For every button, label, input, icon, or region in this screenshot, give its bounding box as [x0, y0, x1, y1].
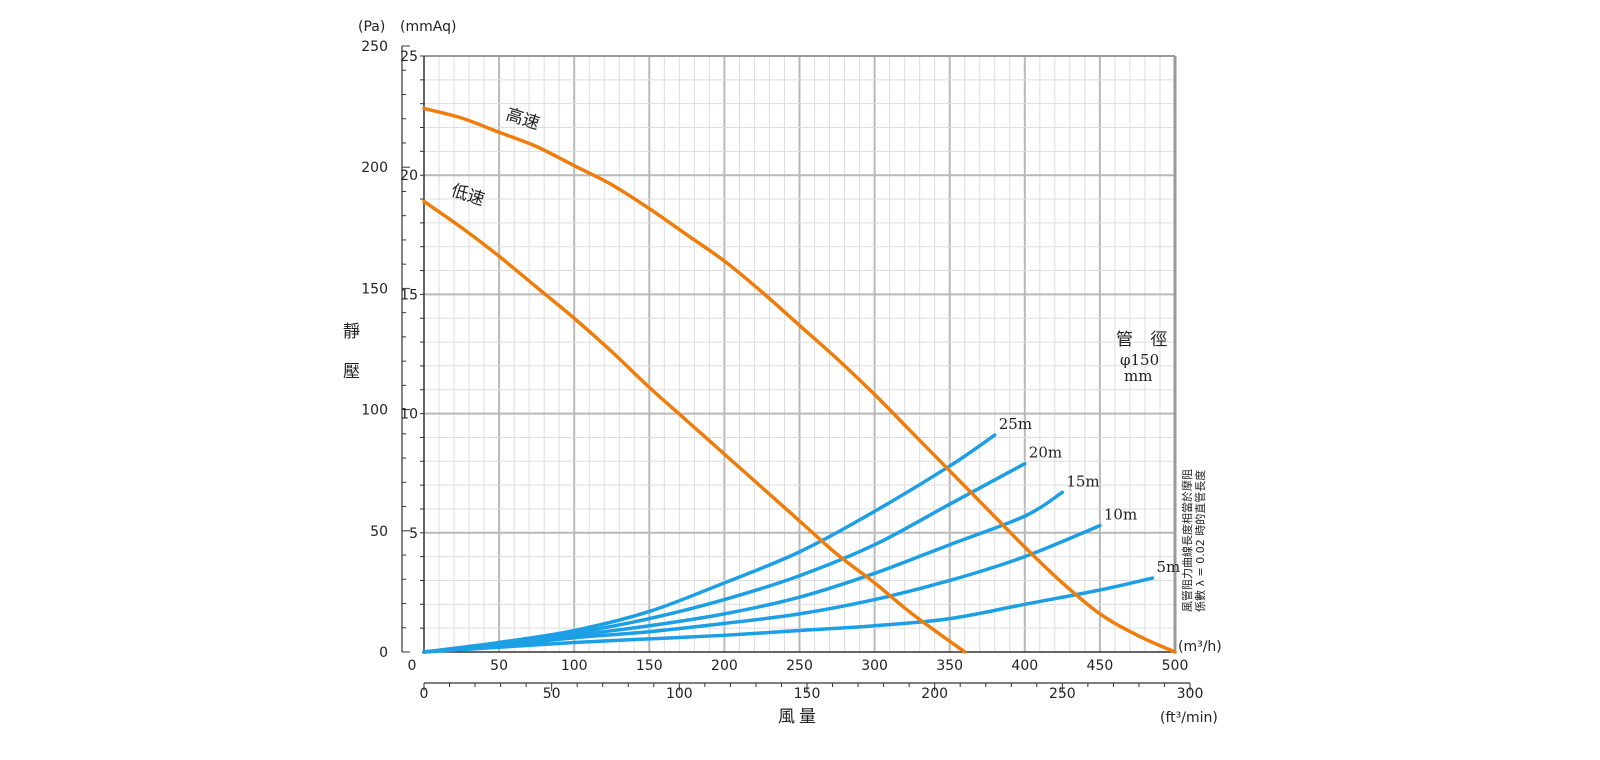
x-tick-ft3min: 0 [420, 686, 429, 702]
y-tick-pa: 50 [370, 524, 388, 540]
y-tick-pa: 0 [379, 645, 388, 661]
pipe-label: 管 徑 [1116, 330, 1173, 350]
x-tick-ft3min: 100 [666, 686, 693, 702]
y-axis-label-char-1: 靜 [343, 322, 360, 342]
duct-label-20m: 20m [1029, 444, 1062, 462]
x-axis-label: 風量 [778, 707, 820, 727]
x-tick-ft3min: 50 [543, 686, 561, 702]
side-note-line-1: 風管阻力曲線長度相當於摩阻 [1180, 469, 1194, 612]
x-tick-ft3min: 250 [1049, 686, 1076, 702]
x-tick-ft3min: 200 [921, 686, 948, 702]
x-tick-ft3min: 150 [794, 686, 821, 702]
x-tick-ft3min: 300 [1177, 686, 1204, 702]
duct-label-5m: 5m [1156, 558, 1180, 576]
y-tick-mmaq: 10 [400, 407, 418, 423]
y-tick-mmaq: 25 [400, 49, 418, 65]
duct-label-10m: 10m [1104, 506, 1137, 524]
x-tick-m3h: 250 [786, 658, 813, 674]
x-unit-ft3min: (ft³/min) [1160, 710, 1218, 726]
x-tick-m3h: 400 [1011, 658, 1038, 674]
x-tick-m3h: 450 [1087, 658, 1114, 674]
x-unit-m3h: (m³/h) [1178, 639, 1222, 655]
x-tick-m3h: 300 [861, 658, 888, 674]
x-tick-m3h: 500 [1162, 658, 1189, 674]
pipe-size: φ150 [1120, 351, 1159, 369]
x-tick-m3h: 350 [936, 658, 963, 674]
y-tick-pa: 100 [361, 403, 388, 419]
duct-label-25m: 25m [999, 415, 1032, 433]
x-tick-m3h: 50 [490, 658, 508, 674]
grid [424, 56, 1175, 652]
duct-curve-5m [422, 576, 1155, 654]
y-tick-pa: 250 [361, 39, 388, 55]
duct-label-15m: 15m [1066, 472, 1099, 490]
y-tick-mmaq: 15 [400, 287, 418, 303]
fan-label-high: 高速 [503, 105, 542, 135]
x-tick-m3h: 200 [711, 658, 738, 674]
y-unit-mmaq: (mmAq) [400, 19, 456, 35]
y-unit-pa: (Pa) [358, 19, 385, 35]
side-note-line-2: 係數 λ = 0.02 時的直管長度 [1193, 470, 1207, 612]
fan-curve-high [422, 106, 1177, 654]
y-tick-mmaq: 20 [400, 168, 418, 184]
x-tick-m3h: 150 [636, 658, 663, 674]
y-axis-label-char-2: 壓 [343, 362, 360, 382]
y-tick-mmaq: 5 [409, 526, 418, 542]
x-tick-m3h: 0 [408, 658, 417, 674]
fan-curve-low [422, 199, 967, 654]
pipe-unit: mm [1124, 367, 1152, 385]
y-tick-pa: 150 [361, 281, 388, 297]
x-tick-m3h: 100 [561, 658, 588, 674]
y-tick-pa: 200 [361, 160, 388, 176]
duct-curve-10m [422, 523, 1102, 654]
side-note: 風管阻力曲線長度相當於摩阻 係數 λ = 0.02 時的直管長度 [1180, 469, 1207, 612]
